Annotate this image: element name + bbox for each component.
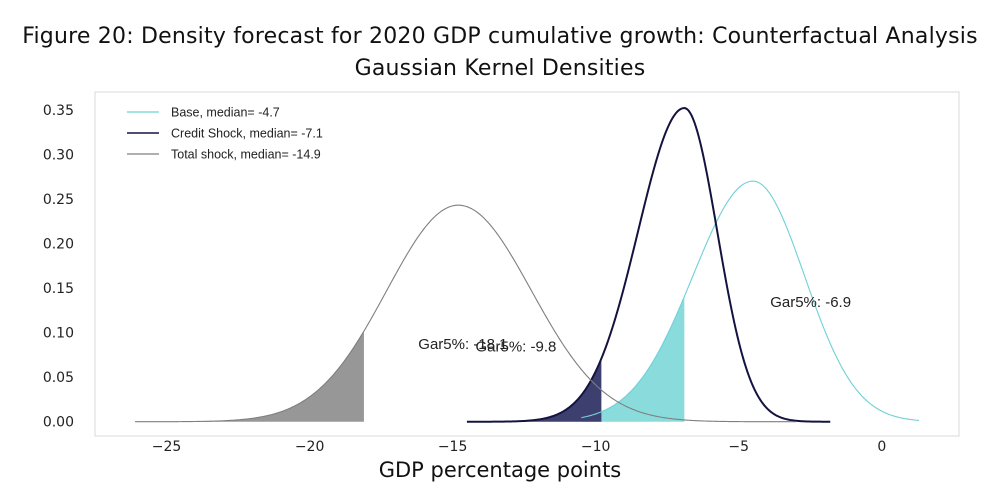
- credit-shock-gar5-label: Gar5%: -9.8: [476, 338, 557, 355]
- total-shock-density-line: [135, 204, 796, 423]
- legend-label-credit-shock: Credit Shock, median= -7.1: [171, 127, 323, 141]
- chart-title: Figure 20: Density forecast for 2020 GDP…: [22, 24, 978, 49]
- x-axis-label: GDP percentage points: [378, 458, 622, 482]
- y-tick-label: 0.05: [43, 370, 74, 386]
- x-tick-label: 0: [877, 439, 886, 455]
- x-tick-label: −10: [581, 439, 611, 455]
- y-tick-label: 0.25: [43, 192, 74, 208]
- y-tick-label: 0.20: [43, 237, 74, 253]
- y-tick-label: 0.30: [43, 147, 74, 163]
- y-tick-label: 0.00: [43, 415, 74, 431]
- base-gar5-label: Gar5%: -6.9: [770, 294, 851, 311]
- y-tick-label: 0.15: [43, 281, 74, 297]
- chart-subtitle: Gaussian Kernel Densities: [354, 56, 646, 81]
- credit-shock-gar5-area: [466, 358, 602, 422]
- x-tick-label: −25: [152, 439, 182, 455]
- y-tick-label: 0.10: [43, 326, 74, 342]
- base-density-line: [581, 180, 919, 421]
- legend-label-base: Base, median= -4.7: [171, 106, 280, 120]
- y-tick-label: 0.35: [43, 103, 74, 119]
- base-gar5-area: [581, 296, 685, 422]
- credit-shock-density-line: [466, 107, 831, 423]
- x-tick-label: −20: [295, 439, 325, 455]
- x-tick-label: −5: [728, 439, 749, 455]
- total-shock-gar5-label: Gar5%: -18.1: [418, 336, 507, 353]
- plot-area: [94, 91, 960, 437]
- x-tick-label: −15: [438, 439, 468, 455]
- legend-label-total-shock: Total shock, median= -14.9: [171, 148, 321, 162]
